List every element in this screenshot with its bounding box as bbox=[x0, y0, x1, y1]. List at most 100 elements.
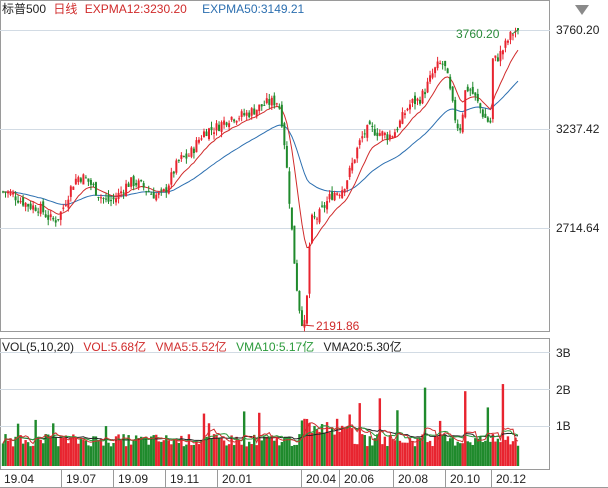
volume-bar bbox=[416, 437, 419, 466]
volume-bar bbox=[396, 410, 399, 466]
volume-bar bbox=[300, 420, 304, 466]
collapse-arrow-icon[interactable] bbox=[575, 5, 589, 15]
volume-bar bbox=[320, 424, 324, 466]
volume-bar bbox=[469, 442, 472, 466]
candle-body bbox=[94, 182, 97, 196]
candle-body bbox=[64, 205, 67, 207]
volume-bar bbox=[170, 444, 173, 466]
candle-body bbox=[494, 55, 497, 58]
volume-bar bbox=[82, 439, 85, 466]
volume-bar bbox=[79, 439, 83, 466]
volume-bar bbox=[150, 436, 153, 466]
candle-body bbox=[331, 191, 334, 200]
candle-body bbox=[396, 128, 399, 131]
candle-body bbox=[24, 202, 27, 207]
volume-bar bbox=[278, 445, 281, 466]
volume-bar bbox=[160, 441, 163, 466]
volume-bar bbox=[343, 427, 346, 466]
volume-bar bbox=[511, 441, 515, 466]
candle-body bbox=[77, 177, 80, 183]
candle-body bbox=[401, 112, 404, 124]
volume-bar bbox=[205, 436, 208, 466]
candle-body bbox=[363, 133, 366, 135]
volume-bar bbox=[147, 444, 150, 466]
candle-body bbox=[182, 155, 185, 157]
candle-body bbox=[491, 58, 494, 120]
candle-body bbox=[160, 189, 163, 191]
candle-body bbox=[459, 127, 462, 131]
candle-body bbox=[481, 109, 484, 117]
volume-bar bbox=[376, 434, 379, 466]
candle-body bbox=[210, 127, 213, 131]
candle-body bbox=[451, 86, 454, 101]
volume-bar bbox=[182, 446, 186, 466]
volume-bar bbox=[403, 442, 407, 466]
volume-bar bbox=[167, 440, 171, 466]
volume-bar bbox=[24, 440, 27, 466]
candle-body bbox=[300, 310, 303, 327]
candle-body bbox=[172, 171, 175, 174]
volume-bar bbox=[258, 412, 261, 466]
candle-body bbox=[22, 197, 25, 206]
candle-body bbox=[122, 192, 125, 194]
volume-bar bbox=[69, 437, 73, 466]
candle-body bbox=[140, 179, 143, 182]
candle-body bbox=[388, 134, 391, 140]
candle-body bbox=[426, 81, 429, 93]
candle-body bbox=[245, 112, 248, 116]
period-label[interactable]: 日线 bbox=[53, 2, 78, 16]
volume-bar bbox=[232, 445, 236, 466]
candle-body bbox=[328, 194, 331, 200]
candle-body bbox=[424, 92, 427, 95]
volume-bars[interactable] bbox=[1, 384, 520, 466]
volume-bar bbox=[421, 434, 424, 466]
volume-bar bbox=[200, 439, 203, 466]
volume-bar bbox=[438, 420, 442, 466]
volume-bar bbox=[481, 442, 485, 466]
volume-bar bbox=[484, 440, 487, 466]
volume-axis-label: 2B bbox=[556, 383, 571, 397]
volume-bar bbox=[4, 434, 7, 466]
volume-bar bbox=[310, 432, 314, 466]
candle-body bbox=[255, 109, 258, 117]
candle-body bbox=[62, 207, 65, 209]
candle-body bbox=[175, 160, 178, 173]
volume-bar bbox=[323, 432, 326, 466]
symbol-name: 标普500 bbox=[2, 2, 47, 16]
candle-body bbox=[82, 174, 85, 185]
candle-body bbox=[150, 193, 153, 195]
expma50-value: EXPMA50:3149.21 bbox=[202, 2, 305, 16]
volume-bar bbox=[127, 435, 130, 466]
volume-bar bbox=[112, 443, 115, 466]
candle-body bbox=[454, 99, 457, 121]
volume-bar bbox=[220, 437, 223, 466]
volume-bar bbox=[509, 444, 512, 466]
candle-body bbox=[228, 123, 231, 128]
candle-body bbox=[147, 190, 150, 192]
volume-bar bbox=[102, 445, 105, 466]
candle-body bbox=[235, 120, 238, 123]
volume-bar bbox=[109, 446, 113, 466]
candle-body bbox=[431, 73, 434, 78]
candle-body bbox=[192, 148, 195, 154]
candle-body bbox=[34, 207, 37, 211]
volume-bar bbox=[19, 435, 22, 466]
candles[interactable] bbox=[2, 27, 519, 332]
high-label: 3760.20 bbox=[456, 27, 500, 41]
volume-bar bbox=[260, 440, 263, 466]
volume-bar bbox=[516, 445, 520, 466]
volume-bar bbox=[471, 444, 474, 466]
candle-body bbox=[185, 153, 188, 159]
volume-bar bbox=[386, 446, 389, 466]
candle-body bbox=[105, 198, 107, 200]
price-axis-label: 2714.64 bbox=[556, 221, 600, 235]
volume-bar bbox=[39, 439, 42, 466]
volume-bar bbox=[31, 445, 35, 466]
volume-bar bbox=[464, 391, 467, 466]
date-label: 20.01 bbox=[222, 472, 253, 486]
candle-body bbox=[406, 108, 409, 111]
candle-body bbox=[361, 136, 364, 139]
candle-body bbox=[476, 93, 479, 102]
volume-bar bbox=[99, 438, 103, 466]
